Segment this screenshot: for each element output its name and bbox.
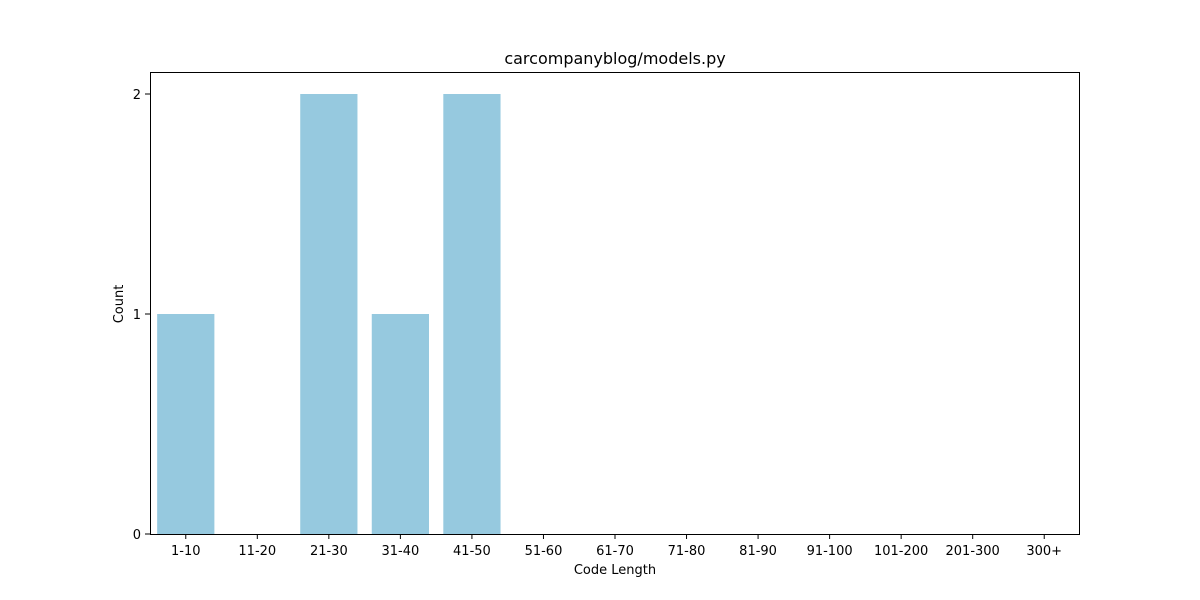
bar-1-10 [157,314,215,534]
x-tick-label: 21-30 [310,544,348,559]
chart-title: carcompanyblog/models.py [504,49,725,68]
x-tick-label: 81-90 [739,544,777,559]
x-tick-label: 71-80 [668,544,706,559]
x-axis-ticks: 1-10 11-20 21-30 31-40 41-50 51-60 61-70 71-80 8… [171,534,1062,559]
bar-21-30 [300,94,358,534]
plot-frame [150,72,1080,535]
x-tick-label: 91-100 [807,544,853,559]
x-tick-label: 11-20 [238,544,276,559]
bar-31-40 [371,314,429,534]
bar-41-50 [443,94,501,534]
y-axis-label: Count [112,285,127,324]
x-tick-label: 61-70 [596,544,634,559]
y-tick-label: 0 [133,528,141,543]
y-axis-ticks: 0 1 2 [133,88,150,543]
x-tick-label: 31-40 [381,544,419,559]
x-tick-label: 201-300 [946,544,1000,559]
x-tick-label: 1-10 [171,544,201,559]
x-tick-label: 41-50 [453,544,491,559]
x-tick-label: 51-60 [525,544,563,559]
x-axis-label: Code Length [574,563,656,578]
x-tick-label: 300+ [1026,544,1062,559]
y-tick-label: 1 [133,308,141,323]
y-tick-label: 2 [133,88,141,103]
x-tick-label: 101-200 [874,544,928,559]
bars-layer [157,94,501,534]
